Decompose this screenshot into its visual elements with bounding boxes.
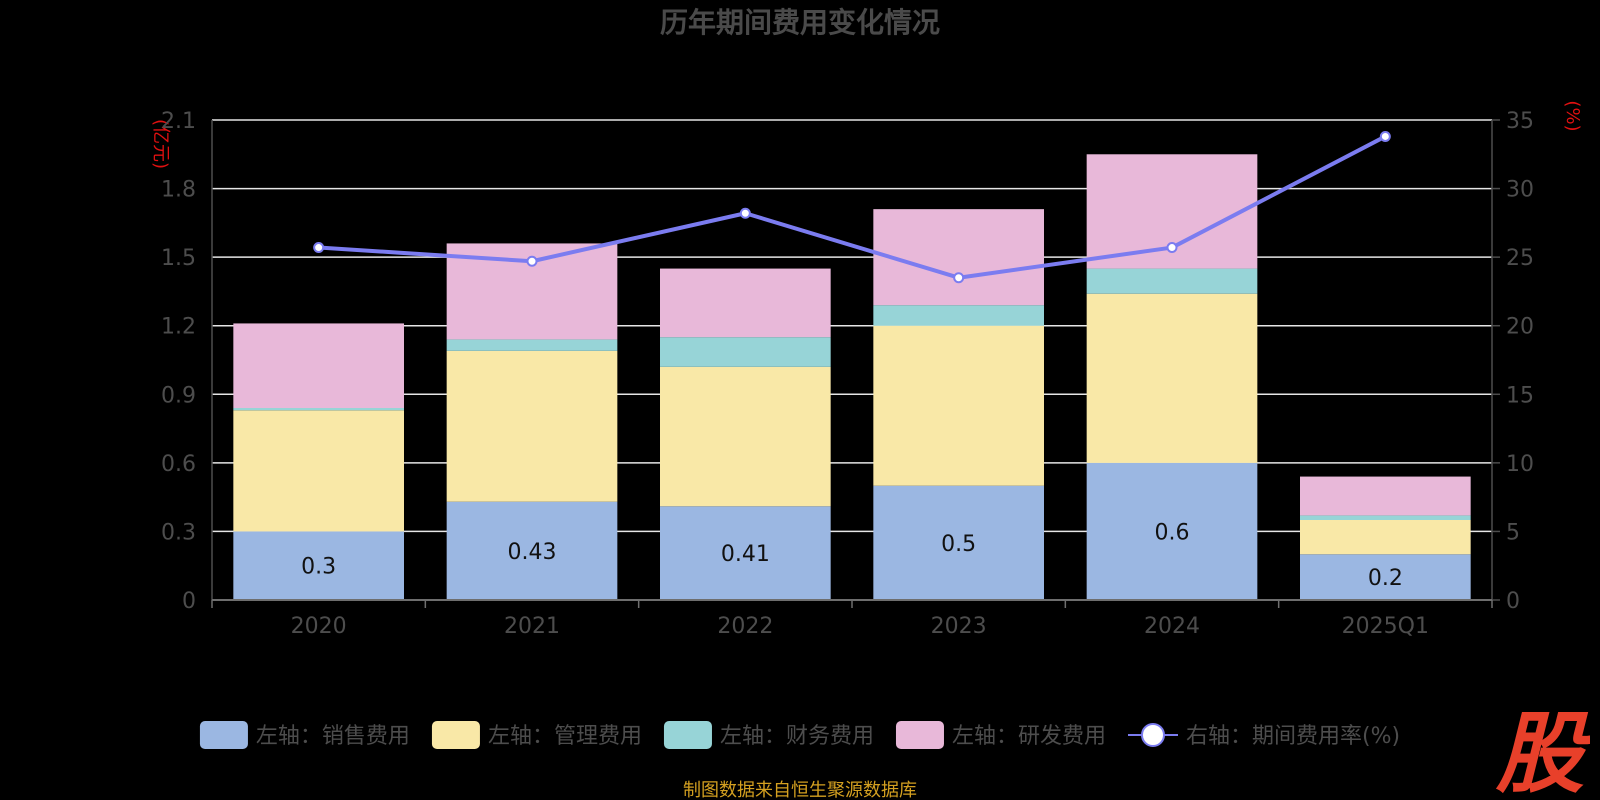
- bar-data-label: 0.41: [721, 542, 770, 567]
- left-axis-unit: (亿元): [150, 119, 171, 169]
- legend-swatch: [663, 721, 712, 749]
- left-axis-tick-label: 0.6: [161, 452, 196, 477]
- right-axis-tick-label: 15: [1506, 383, 1534, 408]
- bar-segment: [233, 531, 404, 600]
- left-axis-tick-label: 0.9: [161, 383, 196, 408]
- bar-segment: [873, 485, 1044, 600]
- legend-swatch: [431, 721, 480, 749]
- bar-segment: [873, 325, 1044, 486]
- legend-swatch: [199, 721, 248, 749]
- bar-segment: [660, 366, 831, 507]
- bar-segment: [1300, 554, 1471, 600]
- bar-segment: [233, 323, 404, 408]
- bar-data-label: 0.3: [301, 555, 336, 580]
- legend-item-label: 左轴：研发费用: [952, 724, 1106, 749]
- x-axis-tick-label: 2023: [931, 614, 987, 639]
- bar-segment: [233, 410, 404, 532]
- rate-line-point: [1379, 130, 1391, 142]
- bar-segment: [446, 501, 618, 600]
- right-axis-tick-label: 35: [1506, 109, 1534, 134]
- legend-swatch: [895, 721, 944, 749]
- left-axis-tick-label: 0.3: [161, 520, 196, 545]
- legend-item-label: 右轴：期间费用率(%): [1186, 724, 1400, 749]
- rate-line-point: [313, 242, 325, 254]
- brand-logo: 股: [1495, 702, 1590, 800]
- legend-marker-symbol: [1140, 723, 1165, 747]
- legend: 左轴：销售费用 左轴：管理费用 左轴：财务费用 左轴：研发费用 右轴：期间费用率(%): [199, 721, 1400, 749]
- bar-segment: [873, 209, 1044, 306]
- right-axis-unit: (%): [1562, 100, 1583, 131]
- right-axis-tick-label: 0: [1506, 589, 1520, 614]
- bars: 0.3 0.43 0.41 0.5 0.6 0.2: [233, 154, 1471, 600]
- rate-line: [313, 130, 1391, 284]
- x-axis-tick-label: 2020: [291, 614, 347, 639]
- left-axis-tick-label: 1.8: [161, 178, 196, 203]
- right-axis-tick-label: 5: [1506, 520, 1520, 545]
- data-source-note: 制图数据来自恒生聚源数据库: [683, 780, 917, 800]
- left-axis-tick-label: 1.5: [161, 246, 196, 271]
- x-axis-tick-label: 2025Q1: [1342, 614, 1429, 639]
- brand-logo-glyph: 股: [1495, 702, 1590, 800]
- rate-line-point: [526, 255, 538, 267]
- bar-data-label: 0.2: [1368, 566, 1403, 591]
- bar-segment: [660, 337, 831, 367]
- bar-data-label: 0.5: [941, 532, 976, 557]
- bar-segment: [1086, 462, 1258, 600]
- rate-line-point: [739, 207, 751, 219]
- left-axis-tick-label: 0: [182, 589, 196, 614]
- bar-segment: [1086, 293, 1258, 463]
- bar-data-label: 0.43: [508, 540, 557, 565]
- right-axis-tick-label: 25: [1506, 246, 1534, 271]
- bar-segment: [1300, 520, 1471, 555]
- x-axis-tick-label: 2024: [1144, 614, 1200, 639]
- bar-segment: [660, 506, 831, 600]
- chart-title: 历年期间费用变化情况: [660, 6, 940, 39]
- left-axis-tick-label: 1.2: [161, 315, 196, 340]
- rate-line-point: [953, 272, 965, 284]
- bar-segment: [1300, 515, 1471, 520]
- axes: 0 0.3 0.6 0.9 1.2 1.5 1.8 2.1 0 5 10 15 20 25 30 35 2020…: [161, 109, 1534, 639]
- bar-segment: [660, 268, 831, 338]
- bar-segment: [446, 350, 618, 502]
- bar-segment: [1300, 476, 1471, 516]
- right-axis-tick-label: 30: [1506, 178, 1534, 203]
- bar-segment: [446, 339, 618, 351]
- legend-item-label: 左轴：管理费用: [488, 724, 642, 749]
- bar-data-label: 0.6: [1155, 520, 1190, 545]
- right-axis-tick-label: 10: [1506, 452, 1534, 477]
- right-axis-tick-label: 20: [1506, 315, 1534, 340]
- left-axis-tick-label: 2.1: [161, 109, 196, 134]
- rate-line-point: [1166, 242, 1178, 254]
- x-axis-tick-label: 2022: [717, 614, 773, 639]
- x-axis-tick-label: 2021: [504, 614, 560, 639]
- rate-line-path: [318, 134, 1387, 280]
- legend-item-label: 左轴：财务费用: [720, 724, 874, 749]
- bar-segment: [873, 305, 1044, 326]
- legend-item-label: 左轴：销售费用: [256, 724, 410, 749]
- bar-segment: [233, 408, 404, 411]
- bar-segment: [1086, 268, 1258, 294]
